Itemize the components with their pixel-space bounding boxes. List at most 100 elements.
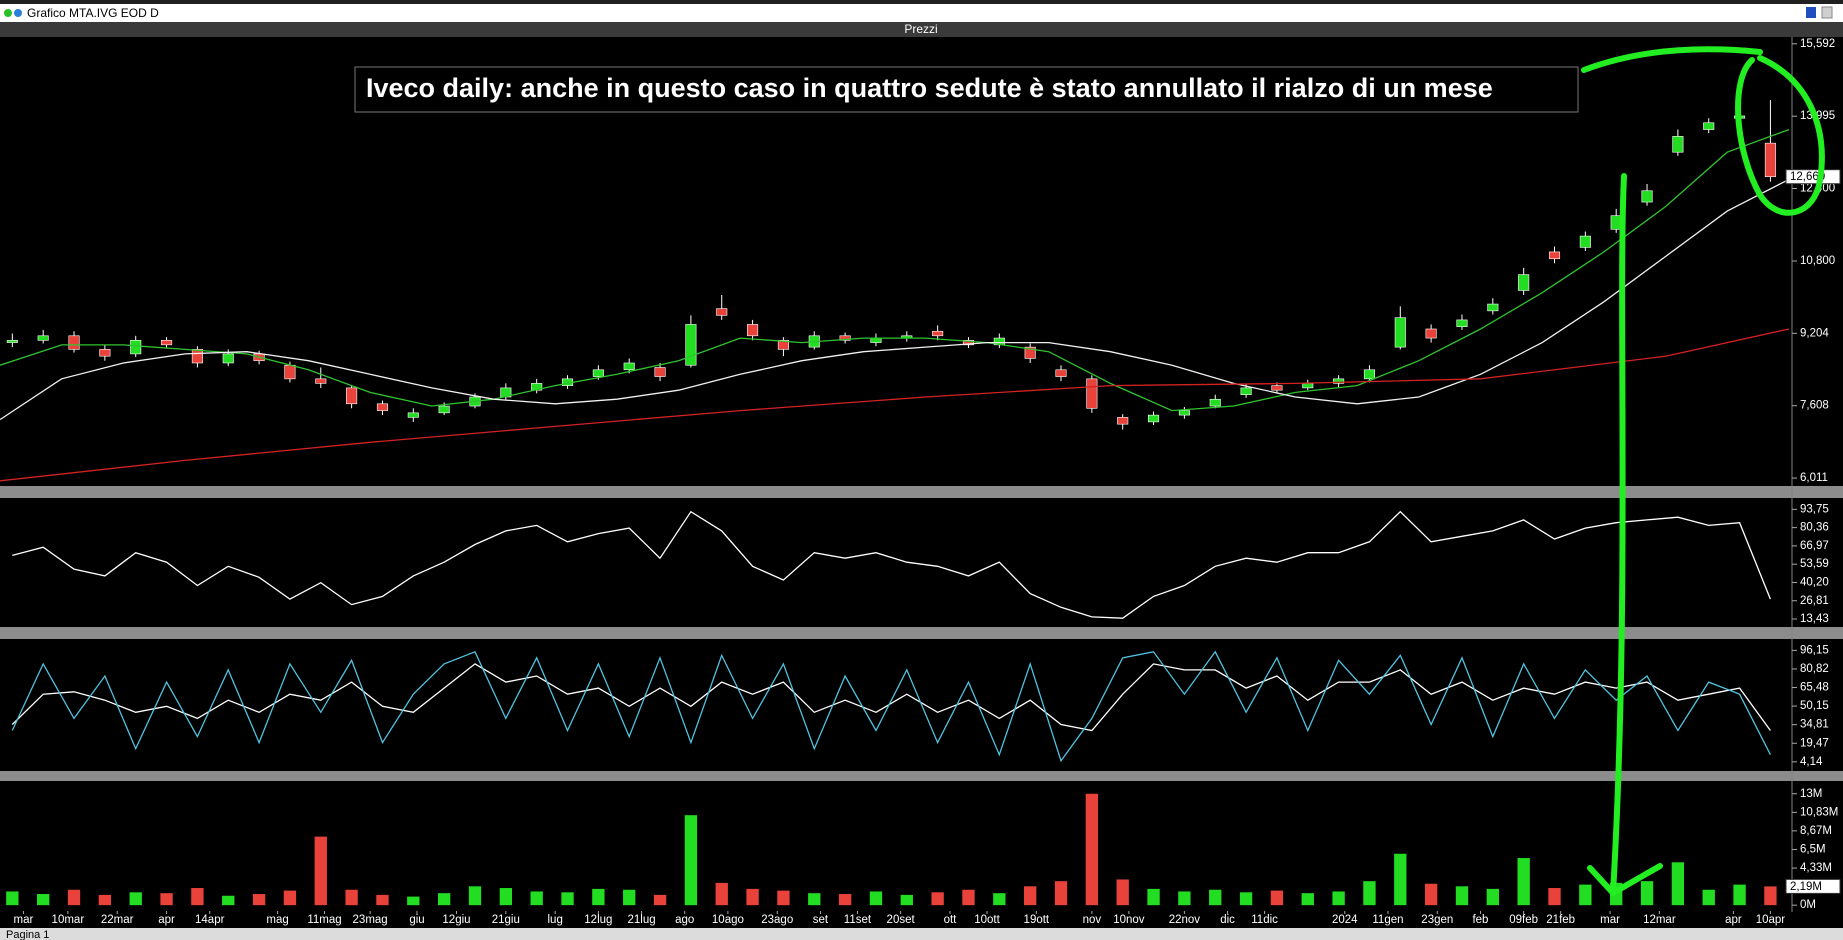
volume-bar — [838, 894, 852, 906]
x-tick-label: feb — [1472, 914, 1488, 926]
panel-separator[interactable] — [0, 627, 1843, 639]
volume-bar — [191, 888, 204, 906]
x-tick-label: 11set — [844, 914, 872, 926]
volume-bar — [129, 892, 142, 906]
x-tick-label: 09feb — [1509, 914, 1538, 926]
line-series — [0, 178, 1790, 421]
candle-body — [346, 387, 358, 405]
x-tick-label: 10nov — [1113, 914, 1145, 926]
volume-bar — [222, 895, 235, 906]
volume-bar — [1239, 892, 1253, 906]
candle-body — [1055, 369, 1067, 377]
candle-body — [284, 364, 296, 380]
candle-body — [1333, 378, 1345, 384]
volume-bar — [1270, 890, 1284, 906]
x-tick-label: 22nov — [1169, 914, 1201, 926]
x-tick-label: 20set — [887, 914, 916, 926]
volume-bar — [1733, 884, 1746, 906]
y-tick-label: 13M — [1800, 788, 1822, 800]
candle-body — [376, 403, 389, 411]
volume-bar — [623, 889, 636, 906]
volume-bar — [1332, 891, 1345, 906]
volume-bar — [1178, 891, 1191, 906]
hand-arrow — [1610, 173, 1627, 896]
volume-bar — [468, 886, 482, 906]
volume-bar — [1640, 881, 1654, 906]
y-tick-label: 50,15 — [1800, 700, 1829, 712]
candle-body — [68, 335, 80, 350]
candle-body — [438, 405, 450, 414]
x-tick-label: mar — [1600, 914, 1620, 926]
volume-bar — [684, 815, 698, 906]
window-button[interactable] — [1806, 7, 1816, 18]
x-tick-label: 23ago — [761, 914, 793, 926]
panel-separator[interactable] — [0, 486, 1843, 498]
y-tick-label: 34,81 — [1800, 719, 1829, 731]
volume-bar — [869, 891, 883, 906]
x-tick-label: 10apr — [1756, 914, 1786, 926]
y-tick-label: 96,15 — [1800, 644, 1829, 656]
volume-bar — [160, 893, 173, 906]
candle-body — [685, 324, 697, 366]
annotation-box — [354, 66, 1579, 113]
line-series — [11, 650, 1771, 763]
volume-bar — [314, 836, 327, 906]
volume-bar — [993, 893, 1006, 906]
line-series — [0, 128, 1790, 412]
title-bar — [0, 4, 1843, 22]
y-tick-label: 6,011 — [1800, 472, 1828, 484]
x-tick-label: 21giu — [492, 914, 520, 926]
last-value-label: 12,660 — [1790, 171, 1825, 183]
candle-body — [1425, 328, 1437, 339]
hand-ellipse — [1735, 55, 1825, 216]
candle-body — [1518, 274, 1530, 291]
volume-bar — [808, 893, 821, 906]
x-tick-label: lug — [548, 914, 563, 926]
volume-bar — [1517, 858, 1530, 906]
candle-body — [1024, 346, 1036, 359]
volume-bar — [6, 891, 19, 906]
y-tick-label: 80,36 — [1800, 522, 1829, 534]
x-tick-label: 12lug — [584, 914, 612, 926]
x-tick-label: 23mag — [353, 914, 388, 926]
candle-body — [407, 412, 419, 418]
x-tick-label: 10mar — [52, 914, 85, 926]
x-tick-label: set — [813, 914, 829, 926]
window-button[interactable] — [1821, 6, 1833, 19]
page-tab[interactable]: Pagina 1 — [6, 929, 49, 940]
volume-bar — [1671, 862, 1685, 906]
volume-bar — [1085, 793, 1099, 906]
candle-body — [1579, 235, 1591, 248]
candle-body — [592, 369, 604, 377]
candle-body — [962, 340, 975, 346]
last-value-tag — [1785, 878, 1841, 894]
x-tick-label: apr — [158, 914, 175, 926]
volume-bar — [715, 882, 728, 906]
volume-bar — [407, 896, 420, 906]
panel-separator[interactable] — [0, 771, 1843, 781]
x-tick-label: 11mag — [307, 914, 341, 926]
x-tick-label: 12mar — [1643, 914, 1676, 926]
candle-body — [1703, 122, 1715, 130]
top-edge — [0, 0, 1843, 4]
volume-bar — [376, 894, 389, 906]
candle-body — [1302, 383, 1314, 389]
volume-bar — [746, 888, 759, 906]
last-value-tag — [1785, 169, 1841, 185]
x-tick-label: 10ott — [974, 914, 1000, 926]
volume-bar — [98, 894, 112, 906]
line-series — [11, 663, 1771, 732]
candle-body — [747, 324, 759, 337]
candle-body — [777, 340, 789, 350]
x-tick-label: dic — [1220, 914, 1235, 926]
x-tick-label: mag — [266, 914, 288, 926]
candle-body — [1178, 410, 1190, 416]
volume-bar — [345, 889, 358, 906]
candle-body — [1240, 387, 1252, 396]
volume-bar — [1702, 889, 1715, 906]
candle-body — [1641, 190, 1653, 203]
y-tick-label: 65,48 — [1800, 682, 1829, 694]
